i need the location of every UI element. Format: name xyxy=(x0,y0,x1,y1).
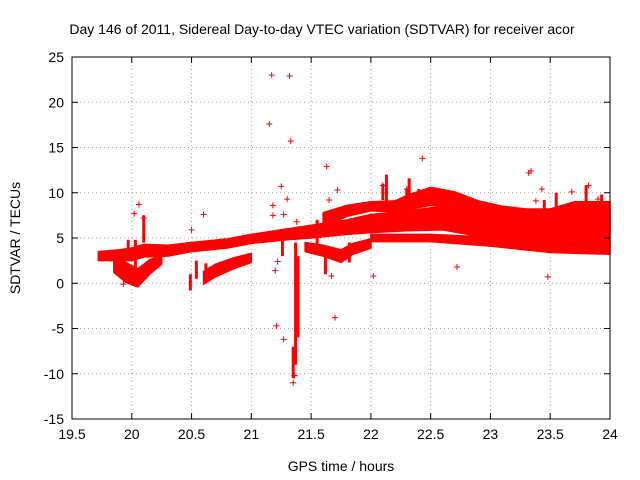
outlier-point xyxy=(293,218,300,225)
outlier-point xyxy=(585,182,592,189)
outlier-point xyxy=(323,163,330,170)
y-tick-label: 20 xyxy=(48,94,64,110)
outlier-point xyxy=(269,212,276,219)
y-tick-label: -10 xyxy=(44,366,64,382)
y-tick-label: 0 xyxy=(56,275,64,291)
x-tick-label: 20 xyxy=(124,426,140,442)
outlier-point xyxy=(291,372,298,379)
outlier-point xyxy=(286,73,293,80)
data-layer xyxy=(97,72,611,386)
x-tick-label: 23 xyxy=(483,426,499,442)
outlier-point xyxy=(538,186,545,193)
y-tick-label: 25 xyxy=(48,49,64,65)
outlier-point xyxy=(120,281,127,288)
y-tick-label: -15 xyxy=(44,411,64,427)
y-tick-label: 10 xyxy=(48,185,64,201)
outlier-point xyxy=(419,155,426,162)
outlier-point xyxy=(188,226,195,233)
outlier-point xyxy=(328,273,335,280)
outlier-point xyxy=(268,72,275,79)
x-axis-title: GPS time / hours xyxy=(288,458,395,474)
x-tick-label: 24 xyxy=(602,426,618,442)
x-tick-label: 20.5 xyxy=(178,426,205,442)
outlier-point xyxy=(334,187,341,194)
x-tick-label: 21 xyxy=(244,426,260,442)
band-dip-21-8 xyxy=(304,238,372,264)
y-axis-title: SDTVAR / TECUs xyxy=(7,182,23,294)
outlier-point xyxy=(135,201,142,208)
outlier-point xyxy=(370,273,377,280)
outlier-point xyxy=(200,211,207,218)
outlier-point xyxy=(140,215,147,222)
outlier-point xyxy=(273,322,280,329)
outlier-point xyxy=(595,196,602,203)
outlier-point xyxy=(266,120,273,127)
outlier-point xyxy=(280,211,287,218)
outlier-point xyxy=(274,258,281,265)
chart-title: Day 146 of 2011, Sidereal Day-to-day VTE… xyxy=(69,21,575,37)
x-tick-label: 22 xyxy=(363,426,379,442)
outlier-point xyxy=(290,379,297,386)
outlier-point xyxy=(493,221,500,228)
outlier-point xyxy=(379,182,386,189)
band-dip-20-6 xyxy=(202,252,253,285)
band-early-lower xyxy=(113,254,163,288)
axes: 19.5 20 20.5 21 21.5 22 22.5 23 23.5 24 -15 -10 -5 0 5… xyxy=(44,49,618,442)
outlier-point xyxy=(403,186,410,193)
y-tick-label: 5 xyxy=(56,230,64,246)
outlier-point xyxy=(568,188,575,195)
x-tick-label: 22.5 xyxy=(417,426,444,442)
outlier-point xyxy=(280,336,287,343)
outlier-point xyxy=(332,314,339,321)
outlier-point xyxy=(131,210,138,217)
outlier-point xyxy=(544,273,551,280)
outlier-point xyxy=(278,183,285,190)
x-tick-label: 19.5 xyxy=(58,426,85,442)
x-tick-label: 23.5 xyxy=(537,426,564,442)
outlier-point xyxy=(287,138,294,145)
outlier-point xyxy=(532,197,539,204)
outlier-point xyxy=(528,168,535,175)
outlier-point xyxy=(269,202,276,209)
outlier-point xyxy=(284,196,291,203)
y-tick-label: 15 xyxy=(48,140,64,156)
y-tick-label: -5 xyxy=(52,321,65,337)
x-tick-label: 21.5 xyxy=(297,426,324,442)
outlier-point xyxy=(272,267,279,274)
outlier-point xyxy=(453,263,460,270)
outlier-point xyxy=(326,196,333,203)
